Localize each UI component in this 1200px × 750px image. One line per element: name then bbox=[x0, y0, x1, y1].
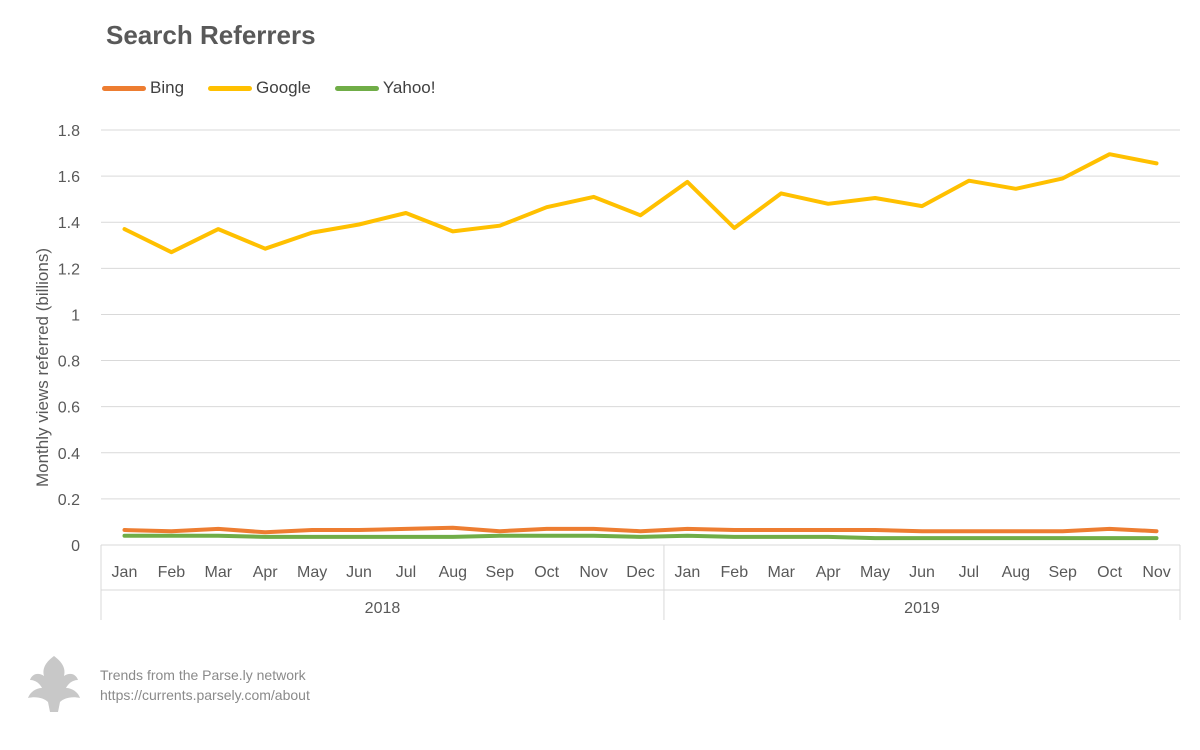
legend-label: Yahoo! bbox=[382, 78, 436, 97]
x-tick-label: Jun bbox=[346, 564, 372, 581]
x-tick-label: Mar bbox=[767, 564, 795, 581]
y-tick-label: 0.8 bbox=[58, 354, 80, 371]
legend-swatch bbox=[334, 85, 379, 91]
x-tick-label: Jan bbox=[112, 564, 138, 581]
y-tick-label: 0.4 bbox=[58, 446, 80, 463]
y-tick-label: 1.8 bbox=[58, 123, 80, 140]
chart-title: Search Referrers bbox=[106, 20, 316, 50]
x-tick-label: Jul bbox=[959, 564, 979, 581]
x-tick-label: Dec bbox=[626, 564, 654, 581]
legend-item: Bing bbox=[102, 78, 184, 98]
x-tick-label: Sep bbox=[1048, 564, 1077, 581]
x-tick-label: Jul bbox=[396, 564, 416, 581]
x-tick-label: Apr bbox=[816, 564, 842, 581]
chart-legend: Bing Google Yahoo! bbox=[102, 78, 435, 98]
series-line-bing bbox=[122, 525, 1159, 535]
x-tick-label: Feb bbox=[158, 564, 186, 581]
x-tick-label: Oct bbox=[1097, 564, 1122, 581]
x-tick-label: Jan bbox=[675, 564, 701, 581]
x-tick-label: Nov bbox=[1142, 564, 1170, 581]
x-tick-label: Feb bbox=[721, 564, 749, 581]
legend-label: Bing bbox=[150, 78, 185, 97]
x-tick-label: Jun bbox=[909, 564, 935, 581]
x-tick-label: May bbox=[860, 564, 890, 581]
x-tick-label: Nov bbox=[579, 564, 607, 581]
x-tick-label: Mar bbox=[205, 564, 233, 581]
x-tick-label: Aug bbox=[1002, 564, 1030, 581]
x-tick-label: Aug bbox=[439, 564, 467, 581]
y-axis-label: Monthly views referred (billions) bbox=[33, 248, 52, 487]
series-line-yahoo bbox=[122, 533, 1159, 541]
parsely-leaf-icon bbox=[28, 656, 80, 712]
footer: Trends from the Parse.ly network https:/… bbox=[100, 665, 310, 705]
footer-source: Trends from the Parse.ly network bbox=[100, 667, 306, 683]
footer-link[interactable]: https://currents.parsely.com/about bbox=[100, 687, 310, 703]
series-line-google bbox=[122, 152, 1159, 255]
legend-swatch bbox=[208, 85, 253, 91]
x-tick-label: Oct bbox=[534, 564, 559, 581]
y-tick-label: 1 bbox=[71, 307, 80, 324]
y-tick-label: 1.2 bbox=[58, 261, 80, 278]
y-tick-label: 0 bbox=[71, 538, 80, 555]
x-tick-label: May bbox=[297, 564, 327, 581]
legend-item: Yahoo! bbox=[334, 78, 436, 98]
y-tick-label: 1.4 bbox=[58, 215, 80, 232]
legend-item: Google bbox=[208, 78, 311, 98]
y-tick-label: 0.2 bbox=[58, 492, 80, 509]
legend-label: Google bbox=[256, 78, 311, 97]
x-tick-label: Apr bbox=[253, 564, 279, 581]
x-tick-label: Sep bbox=[486, 564, 515, 581]
legend-swatch bbox=[102, 85, 146, 91]
x-group-label: 2019 bbox=[904, 600, 940, 617]
x-group-label: 2018 bbox=[365, 600, 401, 617]
y-tick-label: 0.6 bbox=[58, 400, 80, 417]
y-tick-label: 1.6 bbox=[58, 169, 80, 186]
